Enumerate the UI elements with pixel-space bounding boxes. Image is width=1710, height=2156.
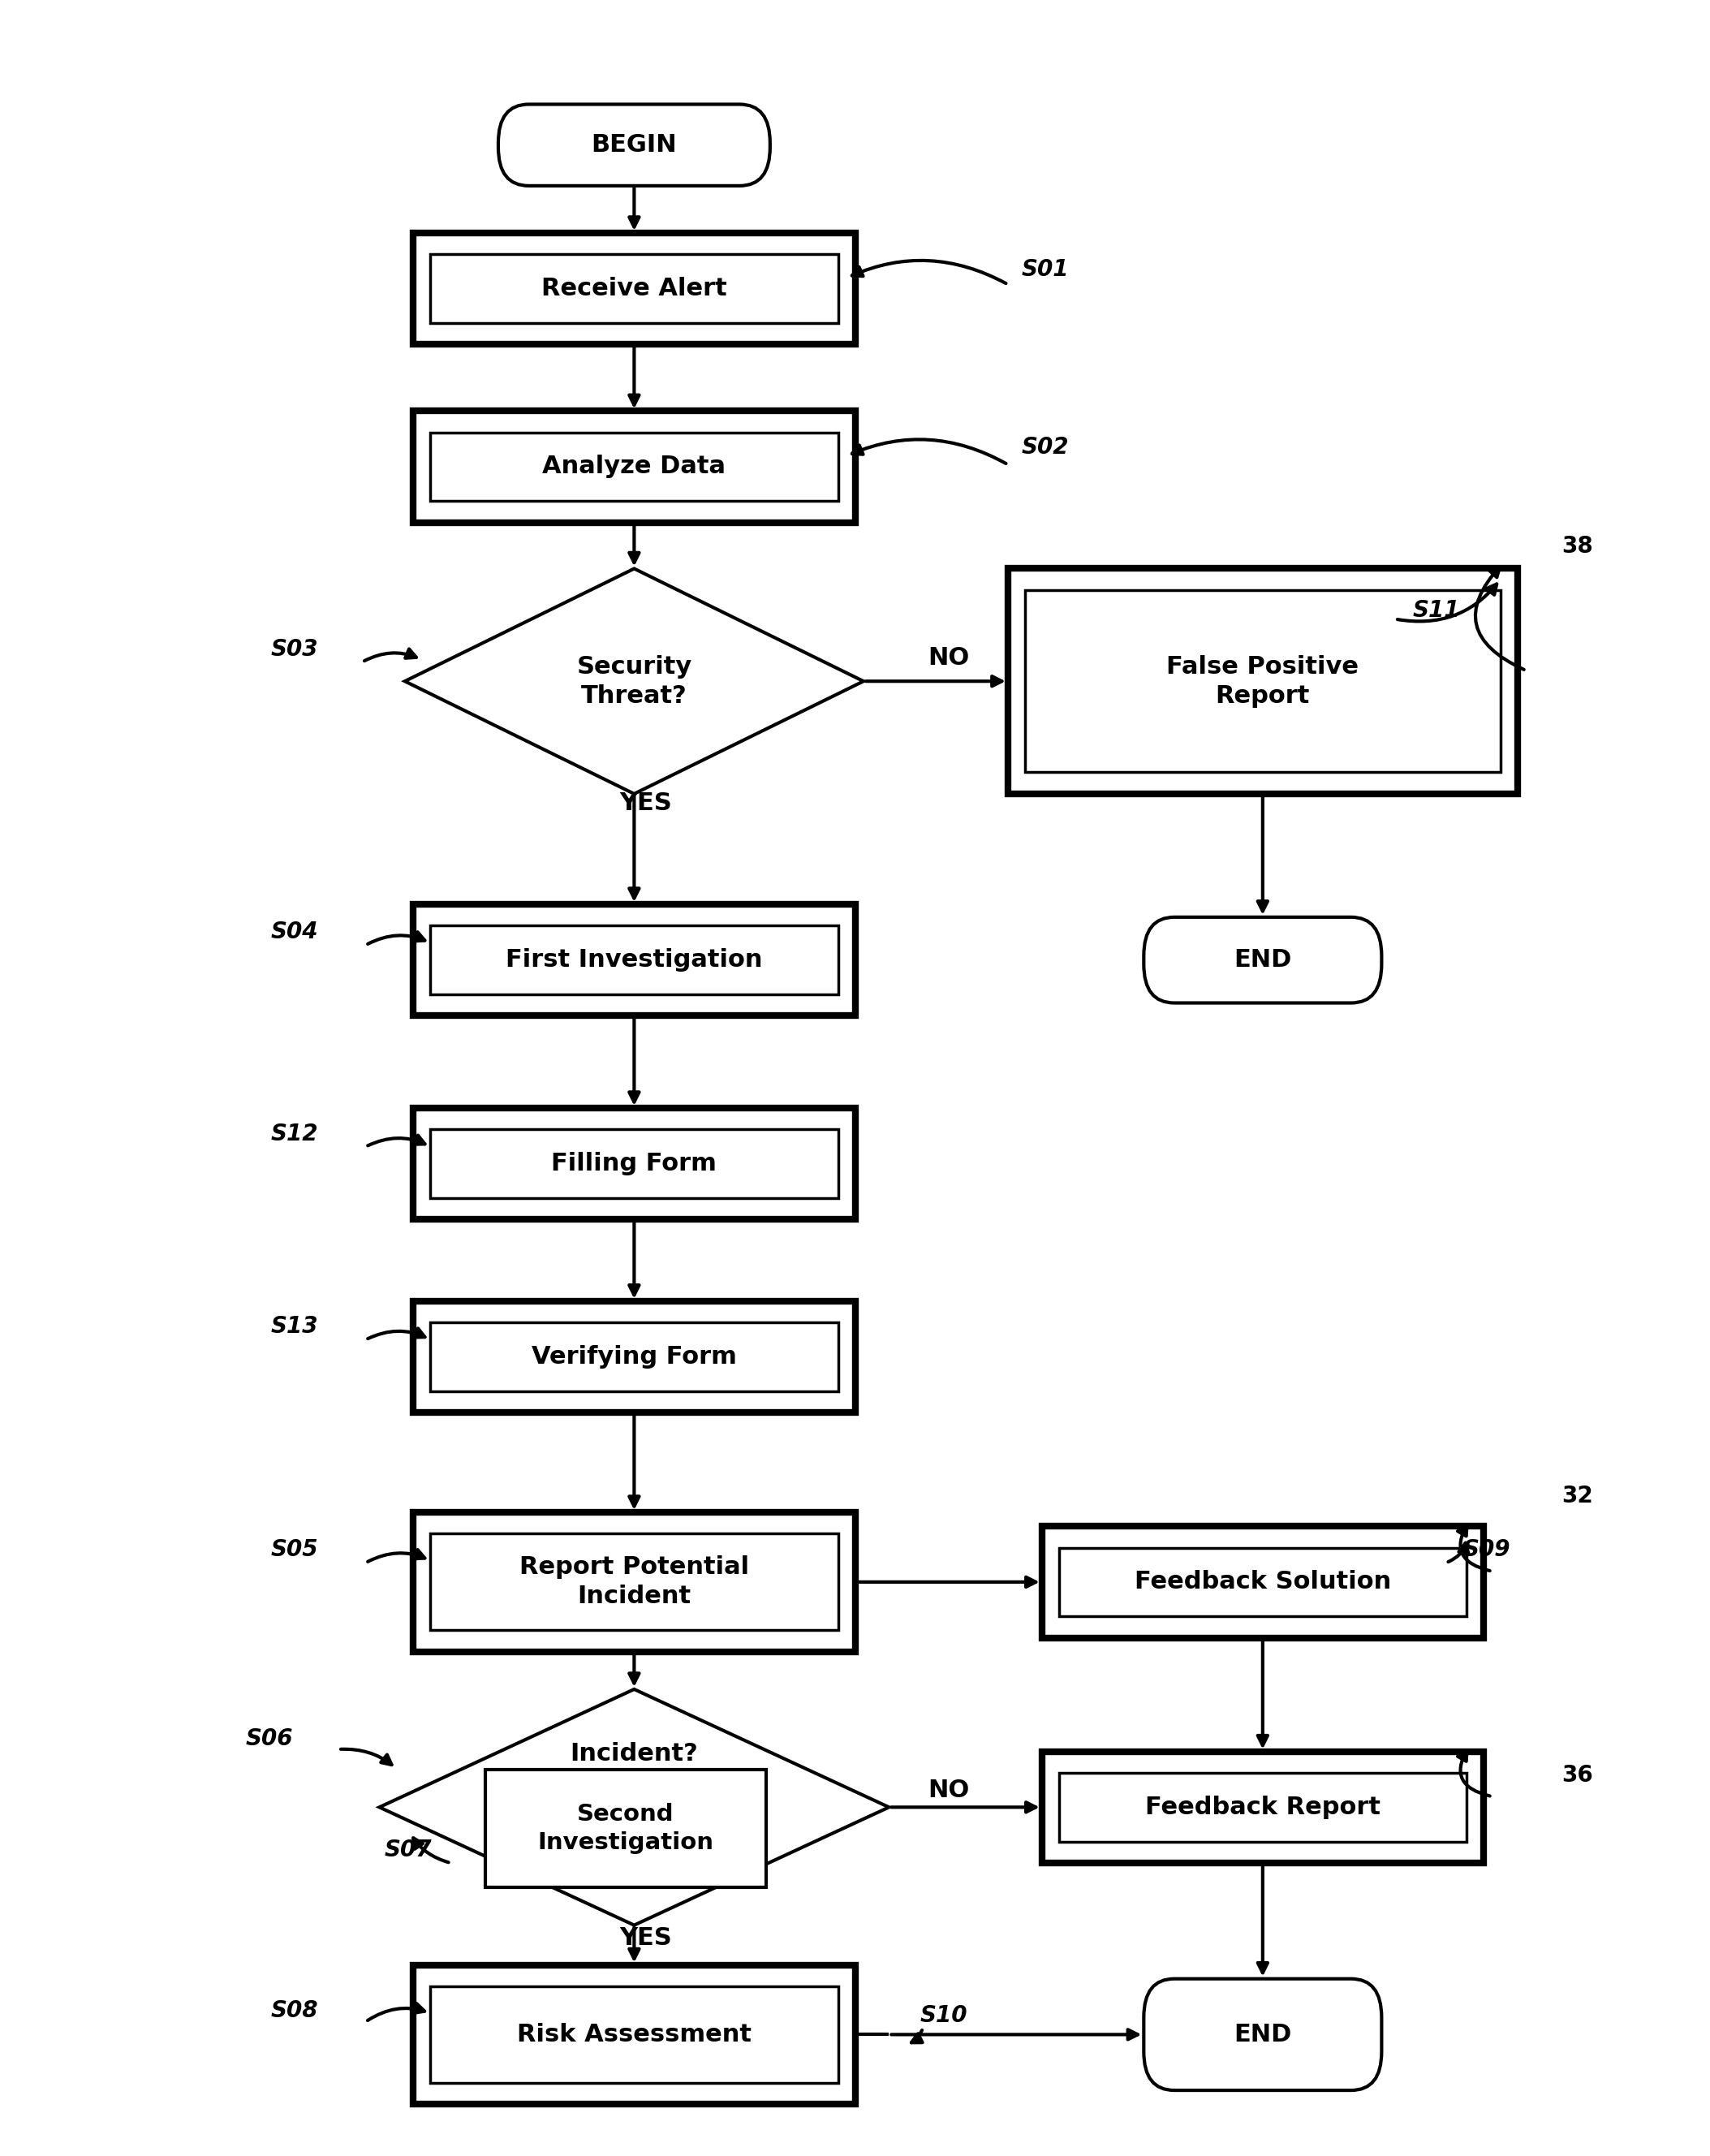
Text: END: END (1233, 949, 1291, 972)
Bar (1041, 1526, 1484, 1639)
Text: END: END (1233, 2022, 1291, 2046)
Bar (414, 1108, 855, 1220)
Text: 36: 36 (1561, 1764, 1592, 1787)
Bar (486, 1770, 766, 1889)
Text: Report Potential
Incident: Report Potential Incident (520, 1557, 749, 1608)
Text: BEGIN: BEGIN (592, 134, 677, 157)
Text: Incident?: Incident? (569, 1742, 698, 1766)
Text: S04: S04 (270, 921, 318, 944)
Text: S05: S05 (270, 1539, 318, 1561)
Bar (431, 254, 838, 323)
Text: S03: S03 (270, 638, 318, 660)
Text: YES: YES (619, 791, 672, 815)
Text: Filling Form: Filling Form (551, 1151, 716, 1175)
Polygon shape (405, 569, 864, 793)
Bar (414, 1964, 855, 2104)
Bar (431, 433, 838, 500)
Bar (414, 233, 855, 345)
Text: False Positive
Report: False Positive Report (1166, 655, 1359, 707)
Text: 32: 32 (1561, 1485, 1592, 1507)
Text: NO: NO (927, 647, 970, 668)
Text: S09: S09 (1464, 1539, 1510, 1561)
Text: Risk Assessment: Risk Assessment (516, 2022, 751, 2046)
Text: S01: S01 (1021, 259, 1069, 280)
Bar (431, 1130, 838, 1199)
Text: S12: S12 (270, 1123, 318, 1145)
Text: NO: NO (927, 1779, 970, 1802)
Text: 38: 38 (1561, 535, 1592, 558)
Text: S06: S06 (245, 1727, 292, 1751)
Bar (414, 412, 855, 522)
Text: First Investigation: First Investigation (506, 949, 763, 972)
Bar (431, 1533, 838, 1630)
Bar (414, 1511, 855, 1651)
FancyBboxPatch shape (498, 103, 770, 185)
Text: S11: S11 (1412, 599, 1460, 621)
Bar (1041, 1751, 1484, 1863)
Bar (1058, 1548, 1467, 1617)
Text: S13: S13 (270, 1315, 318, 1339)
Bar (1024, 591, 1500, 772)
Text: Second
Investigation: Second Investigation (537, 1802, 713, 1854)
Text: Feedback Solution: Feedback Solution (1134, 1570, 1390, 1593)
Bar (431, 1986, 838, 2083)
Text: S02: S02 (1021, 436, 1069, 459)
Text: Verifying Form: Verifying Form (532, 1345, 737, 1369)
Bar (414, 1300, 855, 1412)
Text: YES: YES (619, 1925, 672, 1949)
Text: Analyze Data: Analyze Data (542, 455, 725, 479)
Bar (431, 925, 838, 994)
Bar (1007, 569, 1517, 793)
Text: S08: S08 (270, 1999, 318, 2022)
Text: Receive Alert: Receive Alert (542, 276, 727, 300)
FancyBboxPatch shape (1144, 916, 1382, 1003)
Text: S10: S10 (920, 2003, 968, 2027)
Bar (1058, 1772, 1467, 1841)
FancyBboxPatch shape (1144, 1979, 1382, 2091)
Polygon shape (380, 1690, 889, 1925)
Bar (431, 1322, 838, 1391)
Text: S07: S07 (385, 1839, 433, 1861)
Text: Feedback Report: Feedback Report (1146, 1796, 1380, 1820)
Text: Security
Threat?: Security Threat? (576, 655, 693, 707)
Bar (414, 903, 855, 1015)
